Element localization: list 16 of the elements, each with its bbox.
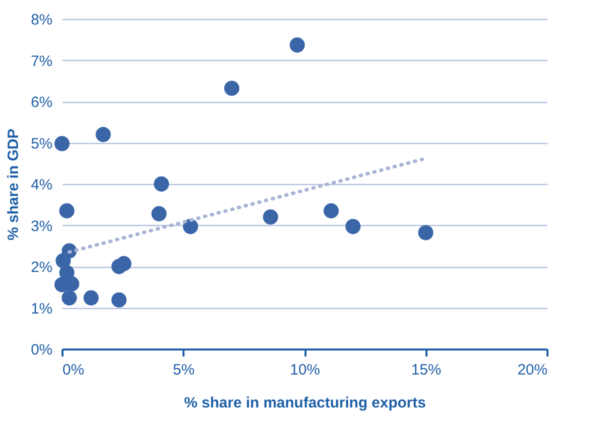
x-tick-label: 15%: [411, 362, 442, 378]
y-tick-label: 6%: [30, 94, 52, 111]
y-tick-label: 8%: [30, 12, 52, 28]
x-tick-label: 5%: [172, 362, 195, 378]
x-tick-label: 0%: [62, 362, 84, 378]
x-tick-label: 10%: [290, 362, 320, 378]
y-tick-label: 7%: [30, 52, 52, 70]
y-tick-label: 3%: [30, 218, 52, 235]
y-tick-label: 2%: [30, 259, 52, 276]
x-tick-label: 20%: [517, 362, 548, 378]
y-axis-title: % share in GDP: [4, 128, 22, 240]
y-tick-label: 4%: [30, 176, 52, 194]
x-axis-title: % share in manufacturing exports: [184, 394, 426, 412]
y-tick-label: 1%: [30, 300, 52, 318]
y-tick-label: 5%: [30, 135, 52, 152]
y-tick-label: 0%: [30, 342, 52, 358]
